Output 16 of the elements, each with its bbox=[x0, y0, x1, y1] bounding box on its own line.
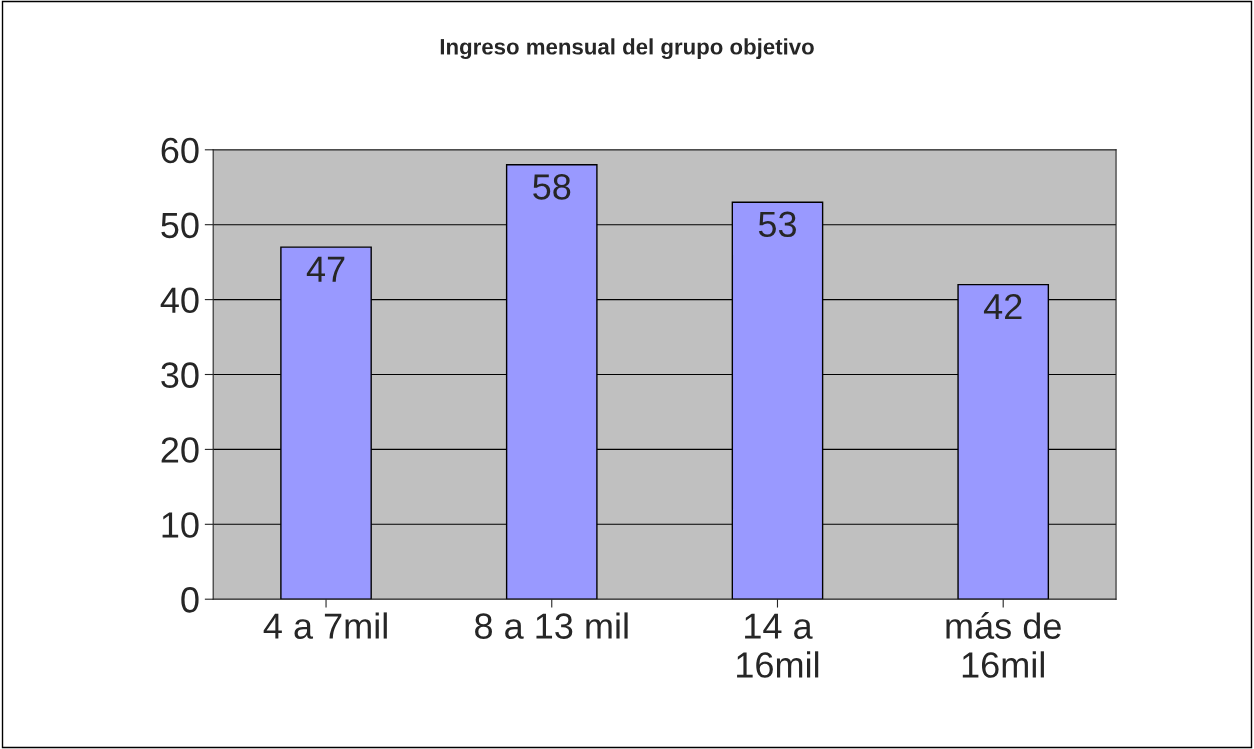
y-tick-label: 50 bbox=[161, 212, 199, 239]
y-tick-label: 30 bbox=[161, 362, 199, 388]
x-tick-label: 4 a 7mil bbox=[263, 612, 387, 639]
x-tick-label: 8 a 13 mil bbox=[475, 612, 628, 639]
chart-title: Ingreso mensual del grupo objetivo bbox=[440, 38, 814, 60]
data-label: 47 bbox=[306, 256, 345, 282]
y-tick-label: 10 bbox=[162, 512, 199, 538]
y-tick-label: 0 bbox=[181, 587, 199, 613]
data-label: 42 bbox=[983, 293, 1022, 320]
y-tick-label: 60 bbox=[161, 137, 199, 164]
y-tick-label: 40 bbox=[160, 287, 199, 314]
data-label: 53 bbox=[758, 211, 796, 238]
x-tick-label: más de 16mil bbox=[946, 611, 1061, 678]
x-tick-label: 14 a 16mil bbox=[737, 613, 819, 678]
data-label: 58 bbox=[533, 174, 571, 200]
y-tick-label: 20 bbox=[161, 437, 199, 463]
